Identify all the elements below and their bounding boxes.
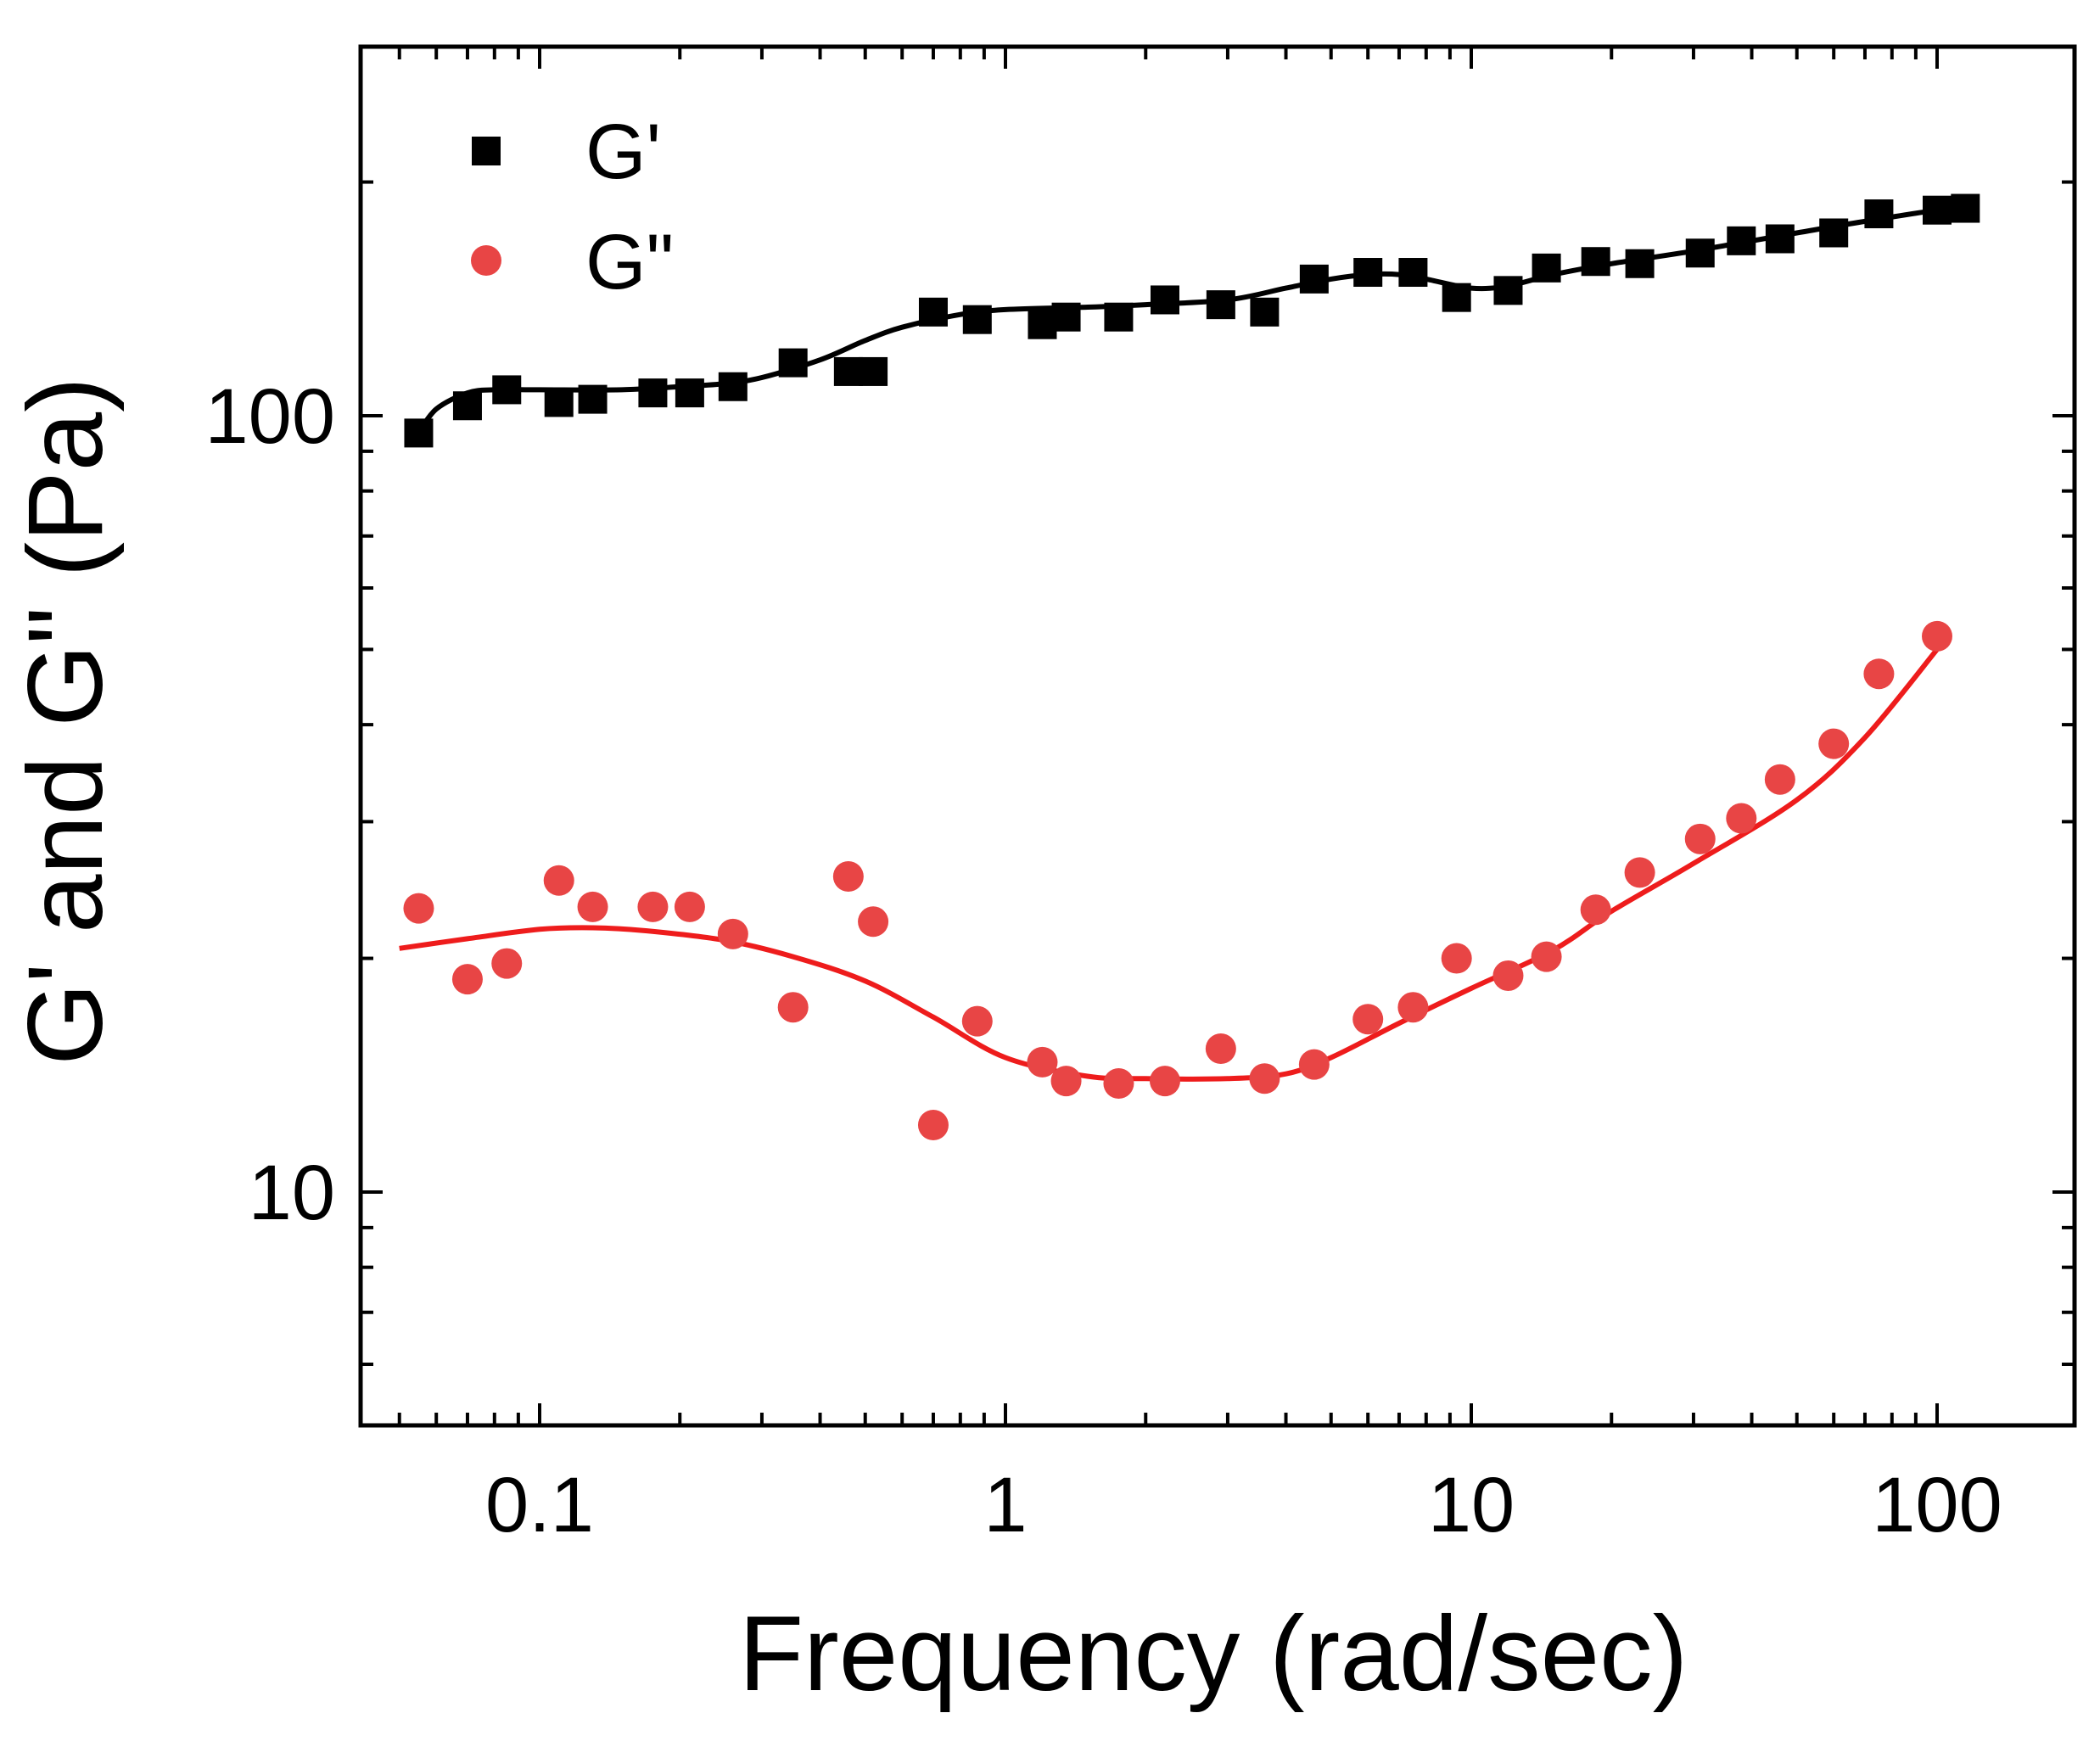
g-prime-point xyxy=(1625,249,1655,278)
g-prime-point xyxy=(1581,247,1610,277)
legend: G' G" xyxy=(471,109,674,305)
g-double-prime-point xyxy=(1580,894,1611,926)
plot-frame xyxy=(358,44,2077,1428)
g-prime-point xyxy=(492,375,522,405)
x-tick-label: 0.1 xyxy=(485,1462,594,1548)
g-double-prime-point xyxy=(1205,1033,1236,1065)
g-double-prime-point xyxy=(1531,941,1562,972)
g-double-prime-point xyxy=(1050,1066,1082,1097)
g-double-prime-point xyxy=(1249,1063,1280,1094)
g-prime-point xyxy=(1532,253,1561,283)
g-prime-point xyxy=(833,356,863,386)
g-prime-point xyxy=(578,384,608,414)
legend-circle-icon xyxy=(471,245,501,276)
g-prime-point xyxy=(1206,290,1235,320)
g-double-prime-point xyxy=(491,948,523,979)
g-prime-point xyxy=(1353,258,1383,288)
g-prime-point xyxy=(1442,283,1471,312)
g-double-prime-point xyxy=(577,891,608,922)
data-points xyxy=(403,193,1980,1140)
y-tick-label: 100 xyxy=(205,373,336,460)
x-tick-label: 1 xyxy=(983,1462,1027,1548)
g-double-prime-point xyxy=(543,865,574,896)
g-double-prime-point xyxy=(1149,1066,1180,1097)
g-double-prime-point xyxy=(674,891,705,922)
g-prime-point xyxy=(1150,285,1179,315)
g-prime-point xyxy=(675,378,704,408)
g-prime-point xyxy=(452,391,482,421)
g-double-prime-point xyxy=(858,906,889,938)
g-prime-point xyxy=(1104,302,1134,332)
g-double-prime-point xyxy=(1397,992,1429,1023)
y-tick-label: 10 xyxy=(249,1150,335,1236)
x-tick-label: 100 xyxy=(1872,1462,2002,1548)
g-double-prime-point xyxy=(1103,1068,1134,1100)
g-prime-point xyxy=(404,418,434,448)
g-prime-point xyxy=(1765,224,1795,254)
axis-tick-labels: 0.1 1 10 100 10 100 xyxy=(205,373,2002,1548)
g-prime-point xyxy=(1923,195,1952,225)
g-double-prime-point xyxy=(1352,1004,1384,1035)
g-double-prime-point xyxy=(637,891,669,922)
g-prime-point xyxy=(1493,276,1523,305)
g-double-prime-point xyxy=(917,1109,949,1140)
g-prime-point xyxy=(859,356,888,386)
g-prime-point xyxy=(962,305,992,334)
g-double-prime-point xyxy=(1764,764,1795,795)
g-prime-point xyxy=(1299,264,1329,294)
g-prime-point xyxy=(918,297,948,327)
legend-label-g-double-prime: G" xyxy=(585,219,674,305)
g-double-prime-point xyxy=(1492,960,1524,991)
legend-label-g-prime: G' xyxy=(585,109,661,195)
y-axis-title: G' and G" (Pa) xyxy=(7,377,125,1066)
g-prime-point xyxy=(1051,302,1081,332)
g-prime-point xyxy=(1685,238,1715,268)
g-prime-point xyxy=(544,388,574,417)
g-prime-point xyxy=(1951,193,1980,223)
x-tick-label: 10 xyxy=(1428,1462,1515,1548)
g-double-prime-point xyxy=(451,964,483,995)
g-prime-point xyxy=(778,348,808,378)
g-prime-point xyxy=(1250,297,1280,327)
g-double-prime-point xyxy=(1684,823,1716,854)
g-prime-point xyxy=(1727,226,1756,255)
g-double-prime-point xyxy=(832,861,864,893)
axis-ticks xyxy=(361,47,2075,1425)
g-prime-point xyxy=(1864,199,1894,229)
g-double-prime-point xyxy=(1027,1046,1058,1078)
legend-square-icon xyxy=(472,137,501,165)
g-double-prime-point xyxy=(1298,1049,1330,1080)
g-double-prime-point xyxy=(403,893,434,924)
g-prime-point xyxy=(1819,218,1849,248)
fit-curves xyxy=(399,205,1966,1082)
g-double-prime-point xyxy=(1726,803,1757,834)
g-double-prime-point xyxy=(1624,857,1655,888)
g-double-prime-point xyxy=(1922,620,1952,652)
g-double-prime-fit-curve xyxy=(399,647,1940,1082)
g-prime-point xyxy=(1398,258,1428,288)
g-double-prime-point xyxy=(1863,658,1895,690)
g-prime-point xyxy=(638,378,668,408)
g-double-prime-point xyxy=(1441,943,1472,974)
g-double-prime-point xyxy=(1818,728,1850,759)
g-double-prime-point xyxy=(777,992,809,1023)
x-axis-title: Frequency (rad/sec) xyxy=(739,1595,1688,1713)
g-prime-point xyxy=(718,372,748,401)
g-double-prime-point xyxy=(717,918,748,949)
g-double-prime-point xyxy=(961,1005,993,1037)
